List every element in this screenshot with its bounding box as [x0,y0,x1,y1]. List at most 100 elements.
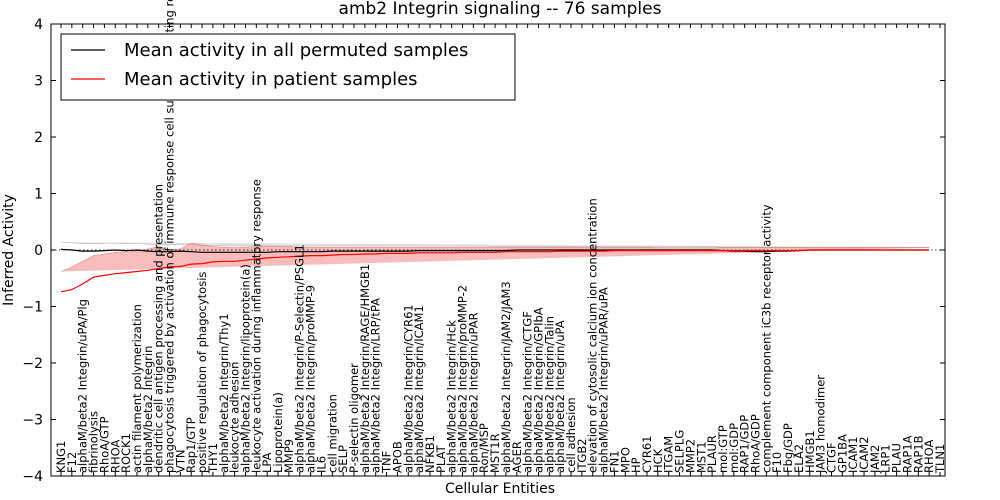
x-tick-label: CYR61 [640,436,654,473]
x-tick-label: TLN1 [933,444,947,474]
x-tick-label: alphaM/beta2 Integrin [141,346,155,473]
x-tick-label: alphaM/beta2 Integrin/proMMP-2 [456,285,470,473]
x-tick-label: alphaM/beta2 Integrin/Talin [542,316,556,473]
x-tick-label: dendritic cell antigen processing and pr… [152,184,166,473]
chart-title: amb2 Integrin signaling -- 76 samples [339,0,662,19]
x-tick-label: RhoA/GTP [97,416,111,473]
x-tick-label: PLAUR [705,435,719,473]
x-tick-label: APOB [390,441,404,473]
x-tick-label: alphaM/beta2 Integrin/P-Selectin/PSGL1 [293,244,307,473]
x-tick-label: RAP1/GDP [738,415,752,473]
x-tick-label: JAM3 homodimer [814,375,828,474]
x-tick-label: alphaM/beta2 Integrin/uPA [553,320,567,473]
x-axis-title: Cellular Entities [445,481,555,497]
x-tick-label: phagocytosis triggered by activation of … [163,0,177,473]
x-tick-label: HCK [651,448,665,473]
x-tick-label: P-selectin oligomer [347,363,361,473]
x-tick-label: Lipoprotein(a) [271,392,285,473]
x-tick-label: VTN [173,450,187,474]
x-tick-label: ELA2 [792,444,806,473]
x-tick-label: MST1R [488,433,502,473]
x-tick-label: elevation of cytosolic calcium ion conce… [586,198,600,473]
x-tick-label: cell adhesion [564,397,578,473]
x-tick-label: LPA [260,452,274,473]
x-tick-label: MPO [618,447,632,473]
x-tick-label: Fbg/GDP [781,423,795,473]
x-tick-label: THY1 [206,443,220,474]
x-tick-label: ITGAM [662,436,676,473]
y-tick-label: 2 [34,130,43,146]
x-tick-label: RHOA [922,440,936,473]
x-tick-label: cell migration [325,394,339,473]
x-tick-label: alphaM/beta2 Integrin/proMMP-9 [304,285,318,473]
x-tick-label: GP1BA [835,434,849,473]
y-tick-label: −1 [22,300,43,316]
x-tick-label: F10 [770,452,784,473]
x-tick-label: KNG1 [54,441,68,473]
x-tick-label: leukocyte adhesion [228,362,242,473]
y-tick-label: 0 [34,243,43,259]
x-tick-label: RAP1A [900,435,914,473]
x-tick-label: ICAM1 [846,436,860,473]
x-tick-label: HP [629,457,643,473]
x-tick-label: AGER [510,441,524,473]
x-tick-label: ICAM2 [857,436,871,473]
x-tick-label: Rap1/GTP [184,417,198,473]
x-tick-label: actin filament polymerization [130,304,144,473]
x-tick-label: alphaM/beta2 Integrin/CYR61 [401,304,415,473]
y-tick-label: 4 [34,17,43,33]
x-tick-label: alphaM/beta2 Integrin/ICAM1 [412,305,426,473]
x-tick-label: TNF [380,451,394,474]
series-lines [60,248,930,293]
x-tick-label: RhoA/GDP [749,414,763,473]
x-tick-label: IL6 [314,456,328,473]
x-tick-label: ROCK1 [119,433,133,473]
x-tick-label: MST1 [694,441,708,473]
x-tick-label: RHOA [108,440,122,473]
x-tick-label: alphaM/beta2 Integrin/LRP/tPA [369,298,383,473]
x-tick-label: PLAT [434,444,448,473]
legend: Mean activity in all permuted samples Me… [60,33,516,101]
x-tick-label: complement component iC3b receptor activ… [759,204,773,473]
x-axis [60,24,941,476]
x-tick-label: alphaM/beta2 Integrin/lipoprotein(a) [239,264,253,473]
x-tick-label: Ron/MSP [477,423,491,473]
x-tick-label: RAP1B [911,435,925,473]
x-tick-label: SELPLG [673,430,687,473]
x-tick-label: SELP [336,445,350,473]
x-tick-label: alphaM/beta2 Integrin/uPA/Plg [76,299,90,473]
x-tick-label: MMP2 [683,439,697,473]
x-tick-label: F12 [65,452,79,473]
x-tick-label: fibrinolysis [87,411,101,473]
x-tick-label: FN1 [607,450,621,473]
x-tick-label: alphaM/beta2 Integrin/JAM2/JAM3 [499,281,513,473]
line-patient-mean [60,249,930,293]
x-tick-label: LRP1 [879,444,893,473]
legend-label-permuted: Mean activity in all permuted samples [124,40,468,61]
x-tick-label: alphaM/beta2 Integrin/CTGF [521,311,535,473]
x-tick-label: alphaM/beta2 Integrin/uPAR [466,312,480,473]
x-tick-label: alphaM/beta2 Integrin/Hck [445,320,459,473]
y-axis-title: Inferred Activity [1,194,17,306]
x-tick-label: mol:GDP [727,423,741,473]
y-tick-label: −4 [22,469,43,485]
x-tick-label: JAM2 [868,445,882,474]
y-tick-label: 3 [34,74,43,90]
x-tick-label: alphaM/beta2 Integrin/RAGE/HMGB1 [358,264,372,473]
x-tick-label: CTGF [825,442,839,473]
y-tick-label: 1 [34,187,43,203]
x-tick-label: PLAU [890,443,904,473]
x-tick-label: positive regulation of phagocytosis [195,272,209,473]
x-tick-label: mol:GTP [716,425,730,473]
legend-box [60,33,516,101]
x-tick-label: alphaM/beta2 Integrin/uPAR/uPA [597,287,611,473]
x-tick-label: HMGB1 [803,430,817,473]
y-tick-label: −2 [22,356,43,372]
x-tick-label: leukocyte activation during inflammatory… [249,179,263,473]
y-tick-label: −3 [22,413,43,429]
x-tick-label: NFKB1 [423,435,437,473]
x-tick-label: MMP9 [282,439,296,473]
x-tick-label: ITGB2 [575,438,589,473]
